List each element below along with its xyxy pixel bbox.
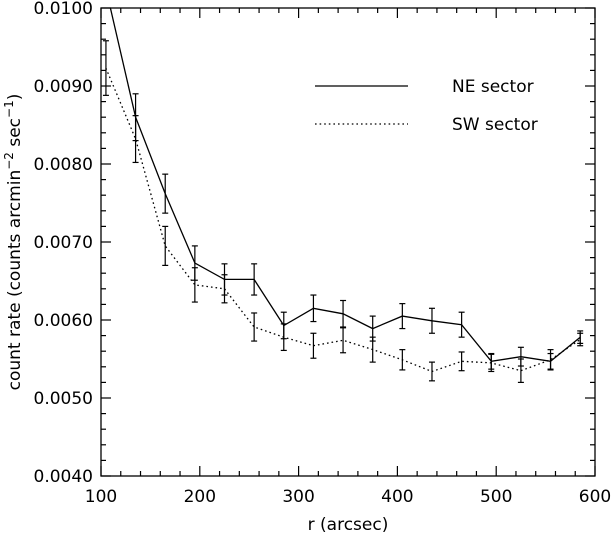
y-tick-label: 0.0040: [34, 467, 93, 487]
error-bar-sw: [310, 332, 317, 359]
error-bar-sw: [428, 361, 435, 382]
error-bar-sw: [399, 349, 406, 371]
y-axis-label-exponent: −1: [2, 100, 16, 118]
error-bar-ne: [428, 307, 435, 334]
error-bar-sw: [547, 349, 554, 371]
error-bar-sw: [517, 358, 524, 383]
y-tick-label: 0.0080: [34, 155, 93, 175]
error-bar-ne: [399, 303, 406, 330]
y-tick-label: 0.0050: [34, 389, 93, 409]
error-bar-ne: [458, 311, 465, 338]
error-bar-sw: [102, 40, 109, 96]
error-bar-ne: [310, 294, 317, 323]
x-tick-label: 300: [282, 487, 314, 507]
y-axis-label-exponent: −2: [2, 152, 16, 170]
y-tick-label: 0.0100: [34, 0, 93, 19]
legend-label-ne: NE sector: [452, 77, 534, 97]
legend-label-sw: SW sector: [452, 115, 538, 135]
error-bar-sw: [191, 267, 198, 303]
error-bar-sw: [577, 332, 584, 347]
y-axis-label-part: ): [5, 94, 25, 101]
error-bar-sw: [221, 274, 228, 304]
error-bar-ne: [251, 263, 258, 296]
y-axis-label-part: sec: [5, 118, 25, 152]
error-bar-sw: [251, 312, 258, 342]
x-tick-label: 500: [480, 487, 512, 507]
y-axis-label: count rate (counts arcmin−2 sec−1): [2, 94, 25, 391]
x-tick-label: 600: [579, 487, 611, 507]
x-tick-label: 400: [381, 487, 413, 507]
plot-frame: [100, 7, 596, 477]
error-bar-ne: [340, 299, 347, 328]
x-axis-label: r (arcsec): [308, 515, 389, 535]
error-bar-sw: [369, 336, 376, 363]
x-tick-label: 100: [85, 487, 117, 507]
error-bar-sw: [162, 225, 169, 266]
error-bar-ne: [162, 173, 169, 214]
error-bar-sw: [340, 327, 347, 354]
y-tick-label: 0.0090: [34, 77, 93, 97]
y-axis-label-part: count rate (counts arcmin: [5, 170, 25, 391]
x-tick-label: 200: [184, 487, 216, 507]
y-tick-label: 0.0060: [34, 311, 93, 331]
error-bar-sw: [280, 323, 287, 352]
y-tick-label: 0.0070: [34, 233, 93, 253]
error-bar-sw: [458, 351, 465, 372]
error-bar-sw: [132, 115, 139, 164]
error-bar-sw: [488, 353, 495, 373]
